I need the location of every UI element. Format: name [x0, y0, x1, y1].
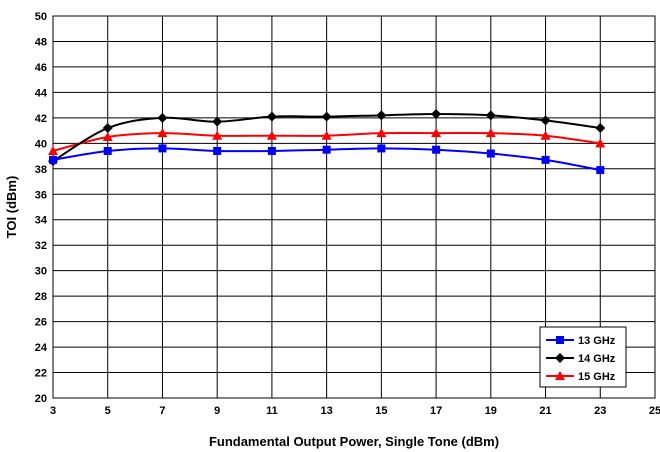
- x-axis-title: Fundamental Output Power, Single Tone (d…: [209, 434, 499, 449]
- y-tick-label: 26: [35, 317, 47, 329]
- data-point: [267, 146, 276, 155]
- legend-marker: [556, 336, 564, 344]
- data-point: [596, 166, 605, 175]
- legend-label: 14 GHz: [578, 353, 616, 365]
- x-tick-label: 11: [266, 405, 278, 417]
- y-tick-label: 36: [35, 189, 47, 201]
- x-tick-label: 5: [105, 405, 111, 417]
- data-point: [432, 145, 441, 154]
- data-point: [485, 110, 496, 121]
- y-tick-label: 46: [35, 62, 47, 74]
- y-tick-label: 22: [35, 368, 47, 380]
- series-15-ghz: [48, 128, 606, 155]
- legend-label: 15 GHz: [578, 371, 616, 383]
- y-tick-label: 40: [35, 138, 47, 150]
- data-point: [213, 146, 222, 155]
- x-tick-label: 13: [321, 405, 333, 417]
- data-point: [102, 123, 113, 134]
- y-tick-label: 24: [35, 342, 48, 354]
- data-point: [103, 146, 112, 155]
- data-point: [322, 145, 331, 154]
- legend: 13 GHz 14 GHz 15 GHz: [539, 326, 627, 388]
- y-tick-label: 42: [35, 113, 47, 125]
- y-tick-label: 34: [35, 215, 48, 227]
- legend-marker: [555, 353, 565, 363]
- y-tick-label: 50: [35, 11, 47, 23]
- data-point: [595, 138, 606, 148]
- legend-marker: [555, 371, 565, 380]
- x-tick-labels: 3 5 7 9 11 13 15 17 19 21 23 25: [50, 405, 660, 417]
- x-tick-label: 9: [214, 405, 220, 417]
- x-tick-label: 23: [594, 405, 606, 417]
- data-point: [158, 144, 167, 153]
- x-tick-label: 21: [539, 405, 551, 417]
- data-point: [486, 149, 495, 158]
- data-point: [376, 110, 387, 121]
- data-point: [266, 111, 277, 122]
- data-point: [102, 131, 113, 141]
- data-point: [431, 109, 442, 120]
- grid: [52, 15, 656, 399]
- data-point: [540, 130, 551, 140]
- data-point: [157, 128, 168, 138]
- data-point: [321, 111, 332, 122]
- y-tick-label: 48: [35, 36, 47, 48]
- y-tick-label: 30: [35, 266, 47, 278]
- x-tick-label: 17: [430, 405, 442, 417]
- data-point: [212, 130, 223, 140]
- data-point: [212, 116, 223, 127]
- data-point: [431, 128, 442, 138]
- y-tick-labels: 20 22 24 26 28 30 32 34 36 38 40 42 44 46 48 50: [35, 11, 48, 405]
- y-tick-label: 32: [35, 240, 47, 252]
- x-tick-label: 3: [50, 405, 56, 417]
- data-point: [541, 155, 550, 164]
- legend-label: 13 GHz: [578, 335, 616, 347]
- data-point: [377, 144, 386, 153]
- data-point: [485, 128, 496, 138]
- y-tick-label: 38: [35, 164, 47, 176]
- y-tick-label: 44: [35, 87, 48, 99]
- series-13-ghz: [49, 144, 605, 175]
- data-point: [595, 123, 606, 134]
- legend-item: 13 GHz: [546, 335, 616, 347]
- x-tick-label: 25: [649, 405, 660, 417]
- x-tick-label: 15: [375, 405, 387, 417]
- y-tick-label: 28: [35, 291, 47, 303]
- data-point: [321, 130, 332, 140]
- y-tick-label: 20: [35, 393, 47, 405]
- x-tick-label: 19: [485, 405, 497, 417]
- data-point: [49, 155, 57, 164]
- data-point: [540, 115, 551, 126]
- y-axis-title: TOI (dBm): [4, 176, 19, 239]
- x-tick-label: 7: [159, 405, 165, 417]
- legend-item: 15 GHz: [546, 371, 616, 383]
- legend-item: 14 GHz: [546, 353, 616, 365]
- data-point: [157, 112, 168, 123]
- data-point: [48, 145, 58, 155]
- data-point: [266, 130, 277, 140]
- series-group: [48, 109, 606, 175]
- data-point: [376, 128, 387, 138]
